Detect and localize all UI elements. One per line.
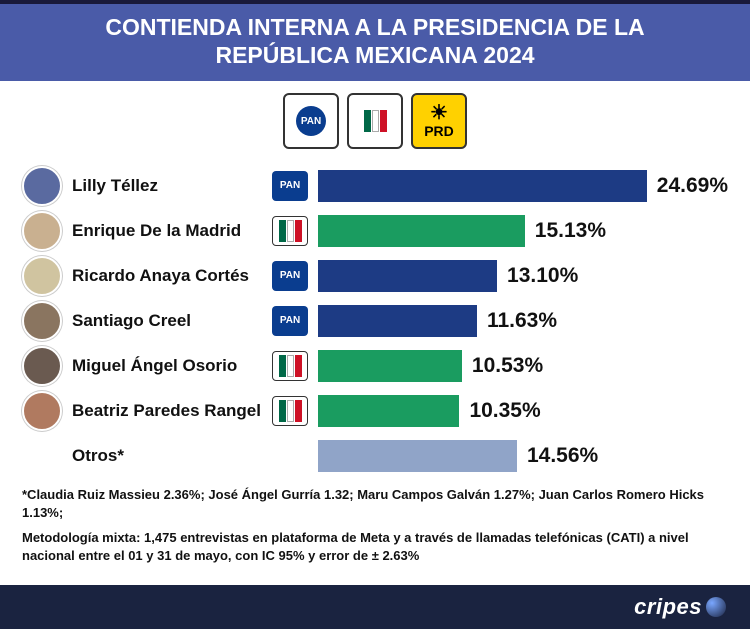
candidate-avatar [22, 256, 62, 296]
bar-value: 14.56% [527, 444, 598, 468]
title-line-2: REPÚBLICA MEXICANA 2024 [20, 42, 730, 70]
pri-logo [347, 93, 403, 149]
bar-fill [318, 395, 459, 427]
party-badge [272, 396, 308, 426]
party-badge: PAN [272, 261, 308, 291]
header-banner: CONTIENDA INTERNA A LA PRESIDENCIA DE LA… [0, 0, 750, 81]
candidate-avatar [22, 301, 62, 341]
candidate-avatar [22, 346, 62, 386]
bar-fill [318, 440, 517, 472]
chart-row: Miguel Ángel Osorio 10.53% [22, 343, 728, 388]
party-badge: PAN [272, 171, 308, 201]
prd-sun-icon: ☀ [430, 103, 448, 123]
chart-row: Ricardo Anaya Cortés PAN 13.10% [22, 253, 728, 298]
pan-logo: PAN [283, 93, 339, 149]
footnote-methodology: Metodología mixta: 1,475 entrevistas en … [22, 529, 728, 564]
bar-fill [318, 350, 462, 382]
bar-value: 10.53% [472, 354, 543, 378]
brand-orb-icon [706, 597, 726, 617]
candidate-name: Ricardo Anaya Cortés [72, 266, 262, 286]
bar-track: 13.10% [318, 260, 728, 292]
candidate-name: Miguel Ángel Osorio [72, 356, 262, 376]
bar-track: 11.63% [318, 305, 728, 337]
title-line-1: CONTIENDA INTERNA A LA PRESIDENCIA DE LA [20, 14, 730, 42]
party-badge: PAN [272, 306, 308, 336]
prd-logo: ☀ PRD [411, 93, 467, 149]
candidate-name: Otros* [72, 446, 262, 466]
bar-value: 11.63% [487, 309, 557, 333]
bar-value: 13.10% [507, 264, 578, 288]
footer-bar: cripes [0, 585, 750, 629]
chart-row: Otros* 14.56% [22, 433, 728, 478]
chart-row: Beatriz Paredes Rangel 10.35% [22, 388, 728, 433]
pri-stripes-icon [364, 110, 387, 132]
prd-label: PRD [424, 123, 454, 139]
candidate-avatar [22, 211, 62, 251]
bar-fill [318, 215, 525, 247]
candidate-name: Beatriz Paredes Rangel [72, 401, 262, 421]
bar-fill [318, 305, 477, 337]
party-badge [272, 351, 308, 381]
footnotes: *Claudia Ruiz Massieu 2.36%; José Ángel … [0, 478, 750, 564]
footnote-others: *Claudia Ruiz Massieu 2.36%; José Ángel … [22, 486, 728, 521]
candidate-avatar [22, 391, 62, 431]
bar-value: 24.69% [657, 174, 728, 198]
bar-track: 24.69% [318, 170, 728, 202]
bar-track: 10.53% [318, 350, 728, 382]
chart-row: Santiago Creel PAN 11.63% [22, 298, 728, 343]
candidate-name: Santiago Creel [72, 311, 262, 331]
bar-fill [318, 260, 497, 292]
candidate-name: Enrique De la Madrid [72, 221, 262, 241]
chart-row: Enrique De la Madrid 15.13% [22, 208, 728, 253]
party-badge [272, 216, 308, 246]
party-logos-row: PAN ☀ PRD [0, 81, 750, 155]
bar-value: 15.13% [535, 219, 606, 243]
candidate-name: Lilly Téllez [72, 176, 262, 196]
chart-row: Lilly Téllez PAN 24.69% [22, 163, 728, 208]
candidate-avatar [22, 166, 62, 206]
bar-track: 15.13% [318, 215, 728, 247]
brand-name: cripes [634, 594, 702, 620]
bar-track: 14.56% [318, 440, 728, 472]
bar-fill [318, 170, 647, 202]
bar-track: 10.35% [318, 395, 728, 427]
bar-chart: Lilly Téllez PAN 24.69% Enrique De la Madri… [0, 155, 750, 478]
pan-circle-icon: PAN [296, 106, 326, 136]
bar-value: 10.35% [469, 399, 540, 423]
